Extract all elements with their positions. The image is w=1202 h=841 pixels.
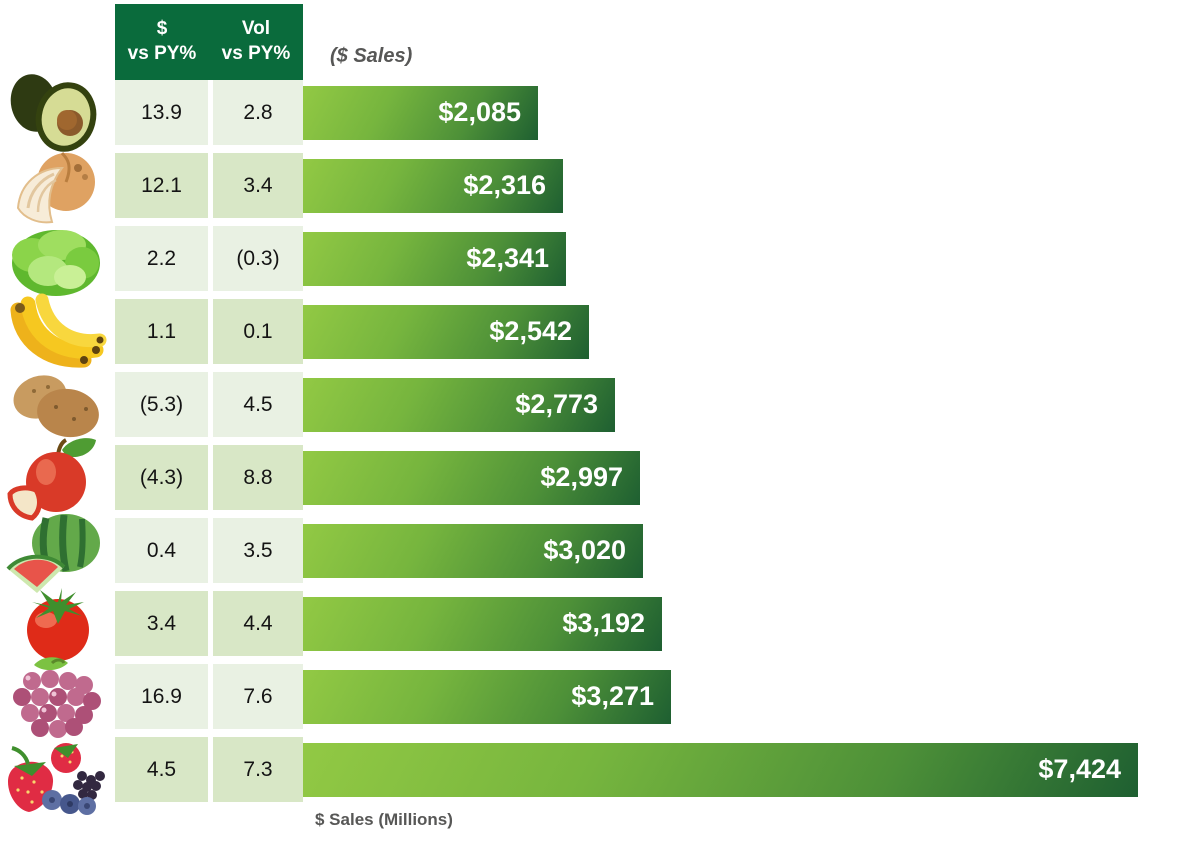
dollar-header-line2: vs PY% [127,43,197,64]
watermelon-image [0,513,115,593]
vol-header-line1: Vol [241,18,271,40]
chart-rows: 13.9 2.8 $2,085 12.1 [0,73,1202,815]
table-row: 12.1 3.4 $2,316 [0,151,1202,223]
sales-value-label: $2,341 [466,243,549,273]
table-row: (5.3) 4.5 $2,773 [0,372,1202,437]
vol-header-line2: vs PY% [221,43,291,64]
dollar-vs-py-value: (5.3) [115,372,208,437]
sales-bar: $2,316 [303,158,563,213]
bar-area: $3,192 [303,591,1202,656]
dollar-vs-py-value: 16.9 [115,664,208,729]
sales-bar: $2,997 [303,450,640,505]
vol-vs-py-value: 0.1 [213,299,303,364]
dollar-vs-py-value: 4.5 [115,737,208,802]
table-row: 3.4 4.4 $3,192 [0,587,1202,661]
lettuce-image [0,226,115,296]
table-row: 13.9 2.8 $2,085 [0,73,1202,152]
bar-area: $3,271 [303,664,1202,729]
banana-image [0,293,115,368]
sales-value-label: $3,192 [562,608,645,638]
vol-vs-py-value: 8.8 [213,445,303,510]
bar-area: $2,773 [303,372,1202,437]
vol-vs-py-value: (0.3) [213,226,303,291]
vol-vs-py-value: 7.3 [213,737,303,802]
bar-area: $3,020 [303,518,1202,583]
dollar-vs-py-value: 3.4 [115,591,208,656]
sales-value-label: $2,316 [463,170,546,200]
bar-area: $7,424 [303,737,1202,802]
bar-area: $2,341 [303,226,1202,291]
sales-bar: $7,424 [303,742,1138,797]
onion-image [0,151,115,223]
sales-bar: $2,341 [303,231,566,286]
table-row: 16.9 7.6 $3,271 [0,656,1202,738]
x-axis-label: $ Sales (Millions) [315,810,453,829]
apple-image [0,437,115,521]
avocado-image [0,73,115,152]
berries-image [0,737,115,815]
dollar-vs-py-value: 2.2 [115,226,208,291]
dollar-vs-py-value: 12.1 [115,153,208,218]
sales-value-label: $2,773 [515,389,598,419]
dollar-header-line1: $ [156,18,168,40]
sales-value-label: $3,271 [571,681,654,711]
bar-area: $2,085 [303,80,1202,145]
sales-value-label: $2,542 [489,316,572,346]
grapes-image [0,656,115,738]
dollar-vs-py-value: 0.4 [115,518,208,583]
vol-vs-py-value: 3.4 [213,153,303,218]
vol-vs-py-value: 4.4 [213,591,303,656]
table-row: (4.3) 8.8 $2,997 [0,437,1202,521]
sales-bar: $3,271 [303,669,671,724]
sales-value-label: $7,424 [1038,754,1121,784]
sales-bar: $2,085 [303,85,538,140]
sales-bar: $2,773 [303,377,615,432]
sales-value-label: $2,085 [438,97,521,127]
vol-vs-py-value: 7.6 [213,664,303,729]
dollar-vs-py-value: (4.3) [115,445,208,510]
vol-vs-py-value: 3.5 [213,518,303,583]
sales-value-label: $2,997 [540,462,623,492]
vol-vs-py-column-header: Vol vs PY% [209,4,303,80]
chart-title: ($ Sales) [330,45,413,67]
bar-area: $2,997 [303,445,1202,510]
sales-bar: $3,192 [303,596,662,651]
dollar-vs-py-column-header: $ vs PY% [115,4,209,80]
vol-vs-py-value: 4.5 [213,372,303,437]
dollar-vs-py-value: 13.9 [115,80,208,145]
sales-bar: $3,020 [303,523,643,578]
table-row: 0.4 3.5 $3,020 [0,513,1202,593]
vol-vs-py-value: 2.8 [213,80,303,145]
table-header: $ vs PY% Vol vs PY% [115,4,303,80]
table-row: 2.2 (0.3) $2,341 [0,226,1202,296]
table-row: 4.5 7.3 $7,424 [0,737,1202,815]
tomato-image [0,587,115,661]
sales-value-label: $3,020 [543,535,626,565]
dollar-vs-py-value: 1.1 [115,299,208,364]
potato-image [0,372,115,437]
bar-area: $2,542 [303,299,1202,364]
table-row: 1.1 0.1 $2,542 [0,293,1202,368]
sales-bar: $2,542 [303,304,589,359]
bar-area: $2,316 [303,153,1202,218]
